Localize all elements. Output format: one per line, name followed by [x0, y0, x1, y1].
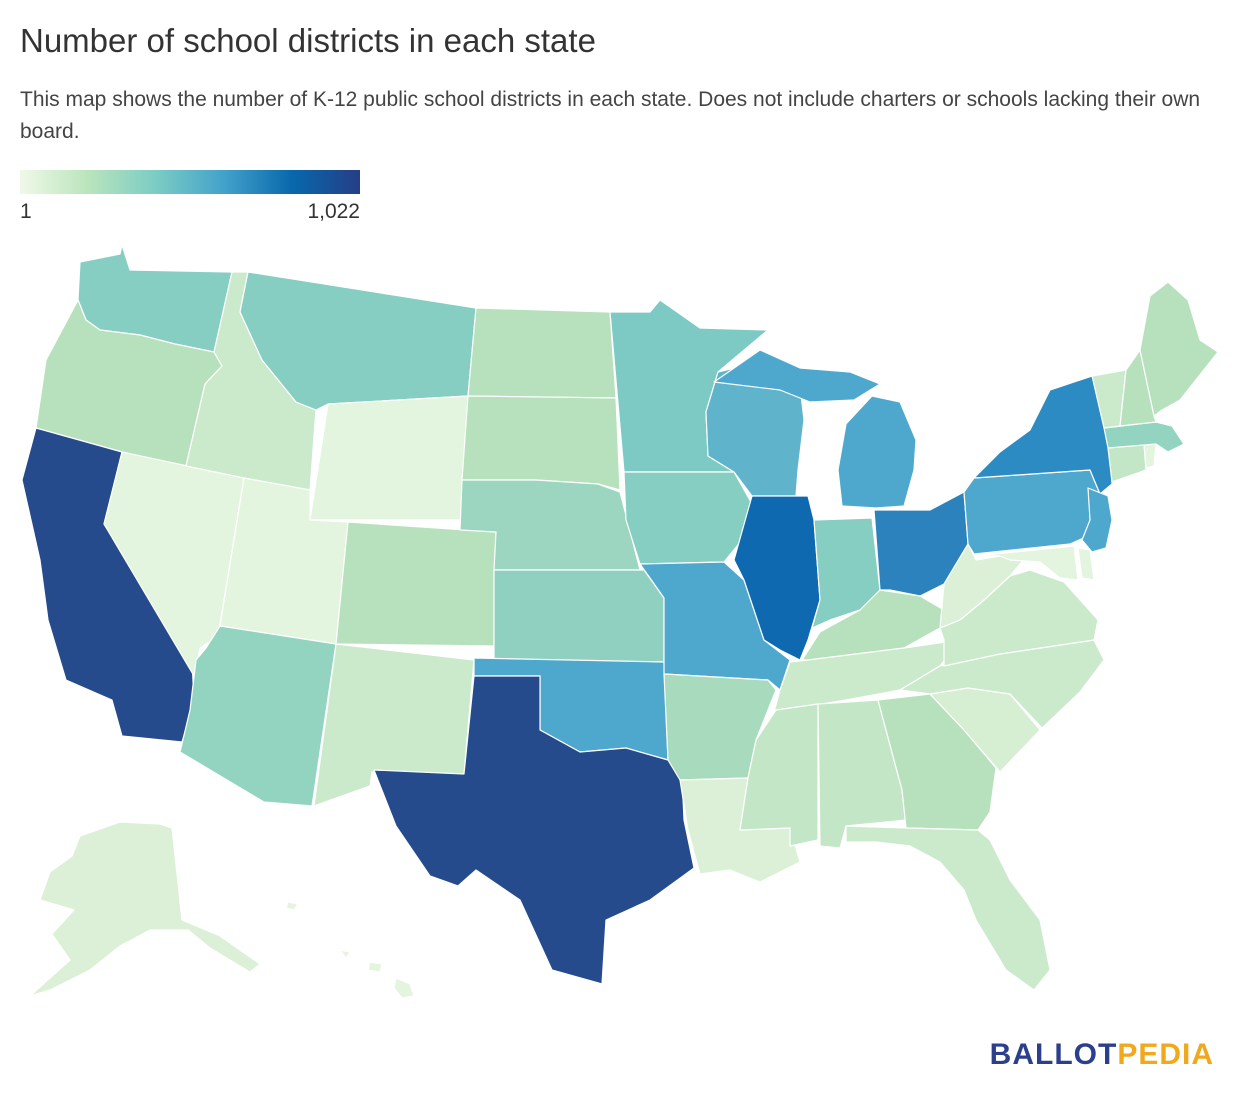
legend-min-label: 1 [20, 200, 32, 223]
state-wy[interactable] [309, 395, 469, 521]
state-az[interactable] [179, 625, 337, 807]
logo-text-ballot: BALLOT [989, 1038, 1118, 1071]
state-hi-island-2[interactable] [367, 961, 383, 973]
state-in[interactable] [811, 517, 881, 629]
map-title: Number of school districts in each state [20, 22, 596, 59]
state-mi-upper[interactable] [713, 349, 881, 403]
state-de[interactable] [1077, 547, 1095, 581]
state-ms[interactable] [739, 703, 819, 847]
us-choropleth-map [21, 244, 1219, 999]
state-ia[interactable] [623, 471, 753, 565]
state-ct[interactable] [1107, 443, 1147, 483]
ballotpedia-logo: BALLOTPEDIA [990, 1038, 1214, 1072]
state-ma[interactable] [1103, 421, 1185, 453]
state-me[interactable] [1139, 281, 1219, 417]
state-tx[interactable] [373, 675, 695, 985]
state-wv[interactable] [939, 543, 1031, 629]
state-ak[interactable] [29, 821, 261, 997]
legend-max-label: 1,022 [307, 200, 360, 223]
state-co[interactable] [335, 521, 497, 647]
state-md[interactable] [975, 545, 1079, 581]
legend-gradient-bar [20, 170, 360, 194]
state-fl[interactable] [845, 825, 1051, 991]
logo-text-pedia: PEDIA [1117, 1038, 1214, 1071]
color-legend: 1 1,022 [20, 170, 360, 226]
state-il[interactable] [733, 495, 821, 661]
state-ks[interactable] [493, 569, 665, 663]
state-hi-island-1[interactable] [393, 977, 415, 999]
map-subtitle: This map shows the number of K-12 public… [20, 88, 1201, 143]
state-mi-lower[interactable] [837, 395, 917, 509]
state-hi-island-3[interactable] [339, 949, 351, 959]
state-hi-island-4[interactable] [285, 901, 299, 911]
state-nh[interactable] [1119, 349, 1157, 427]
state-pa[interactable] [963, 469, 1101, 555]
state-nd[interactable] [467, 307, 617, 399]
state-ri[interactable] [1143, 443, 1157, 469]
state-sd[interactable] [461, 395, 621, 491]
state-nj[interactable] [1081, 487, 1113, 553]
